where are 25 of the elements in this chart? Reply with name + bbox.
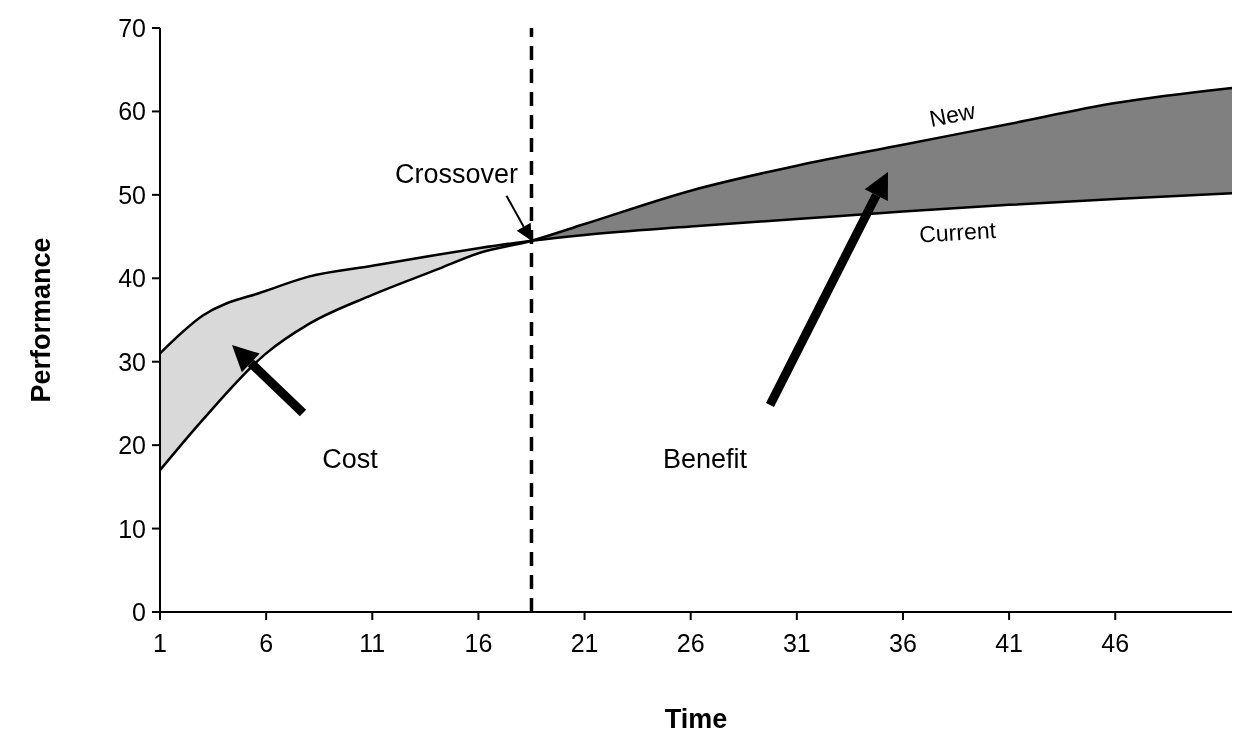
y-tick-label: 40: [118, 264, 146, 293]
y-tick-label: 10: [118, 514, 146, 543]
y-tick-label: 20: [118, 431, 146, 460]
y-tick-label: 0: [132, 598, 146, 626]
x-tick-label: 6: [259, 629, 274, 657]
annotation: Benefit: [662, 444, 748, 474]
x-tick-label: 26: [676, 629, 705, 657]
x-tick-label: 1: [153, 629, 167, 657]
annotation: Cost: [322, 444, 379, 474]
series-label: Current: [918, 216, 998, 248]
x-tick-label: 21: [570, 629, 599, 657]
x-tick-label: 41: [995, 629, 1024, 657]
y-tick-label: 60: [118, 97, 146, 126]
y-tick-label: 70: [118, 14, 146, 42]
x-axis-title: Time: [664, 704, 728, 734]
x-tick-label: 31: [782, 629, 811, 657]
x-tick-label: 16: [464, 629, 493, 657]
y-axis-title: Performance: [26, 237, 56, 403]
y-tick-label: 30: [118, 347, 146, 376]
y-tick-label: 50: [118, 180, 146, 209]
annotation: Crossover: [394, 158, 519, 189]
x-tick-label: 46: [1101, 629, 1130, 657]
x-tick-label: 11: [359, 629, 386, 657]
x-tick-label: 36: [889, 629, 917, 657]
text: New: [927, 97, 978, 132]
